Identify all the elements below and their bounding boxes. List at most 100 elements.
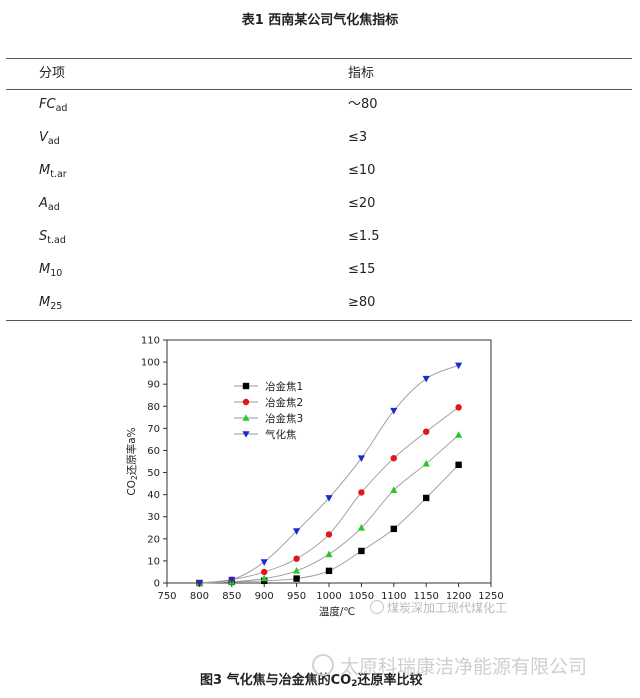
row-value: ≤20 — [348, 196, 376, 211]
data-point — [423, 494, 430, 502]
x-axis-label: 温度/℃ — [319, 605, 355, 618]
table-bottom-rule — [6, 320, 632, 321]
table-row: Mt.ar ≤10 — [6, 155, 632, 187]
data-point — [422, 459, 430, 467]
x-tick-label: 900 — [255, 591, 274, 602]
y-tick-label: 20 — [147, 534, 160, 545]
data-point — [390, 454, 397, 462]
wechat-icon — [370, 600, 384, 614]
y-tick-label: 40 — [147, 490, 160, 501]
data-point — [422, 375, 430, 383]
reduction-rate-chart: 750 800 850 900 950 1000 1050 1100 1150 1200 12500… — [125, 336, 504, 619]
data-point — [455, 362, 463, 370]
y-tick-label: 30 — [147, 512, 160, 523]
figure-caption: 图3 气化焦与冶金焦的CO2还原率比较 — [200, 673, 423, 689]
table-row: St.ad ≤1.5 — [6, 221, 632, 253]
table-title: 表1 西南某公司气化焦指标 — [241, 13, 399, 28]
data-point — [325, 550, 333, 558]
header-value: 指标 — [348, 66, 375, 81]
y-tick-label: 100 — [141, 358, 160, 369]
series-line — [199, 364, 459, 584]
row-value: ≤10 — [348, 163, 376, 178]
data-point — [293, 528, 301, 535]
data-point — [293, 575, 300, 582]
data-point — [228, 576, 236, 584]
y-tick-label: 90 — [147, 380, 160, 391]
legend-label: 冶金焦1 — [265, 380, 303, 393]
row-value: ≥80 — [348, 295, 376, 310]
row-value: ≤15 — [348, 262, 376, 277]
plot-frame — [166, 339, 492, 584]
series-line — [199, 434, 459, 584]
legend-marker — [242, 382, 250, 390]
row-value: ≤1.5 — [348, 229, 380, 244]
row-item: Vad — [39, 130, 60, 147]
data-point — [195, 580, 203, 587]
x-tick-label: 1200 — [446, 591, 471, 602]
watermark-text-1: 煤炭深加工现代煤化工 — [370, 599, 507, 616]
x-tick-label: 1000 — [316, 591, 341, 602]
y-tick-label: 10 — [147, 556, 160, 567]
data-point — [293, 567, 301, 574]
x-tick-label: 850 — [222, 591, 241, 602]
data-point — [455, 431, 463, 438]
data-point — [390, 525, 397, 533]
table-header-rule — [6, 89, 632, 90]
table-row: M25 ≥80 — [6, 287, 632, 319]
y-tick-label: 50 — [147, 468, 160, 479]
y-tick-label: 110 — [141, 336, 160, 347]
table-row: FCad ～80 — [6, 89, 632, 121]
y-tick-label: 0 — [154, 579, 160, 590]
row-item: St.ad — [39, 229, 66, 246]
x-tick-label: 1150 — [413, 591, 438, 602]
data-point — [325, 495, 333, 502]
y-tick-label: 60 — [147, 446, 160, 457]
legend-label: 冶金焦2 — [265, 396, 303, 409]
x-tick-label: 800 — [190, 591, 209, 602]
data-point — [455, 404, 462, 411]
x-tick-label: 1250 — [478, 591, 503, 602]
data-point — [455, 461, 462, 469]
data-point — [423, 428, 430, 435]
data-point — [358, 547, 365, 555]
row-value: ≤3 — [348, 130, 368, 145]
data-point — [261, 568, 268, 576]
data-point — [293, 555, 300, 562]
y-axis-label: CO2还原率a% — [125, 427, 139, 495]
data-point — [325, 531, 333, 538]
y-tick-label: 80 — [147, 402, 160, 413]
series-line — [199, 464, 459, 584]
wechat-icon — [312, 654, 334, 676]
row-item: M10 — [39, 262, 63, 279]
x-tick-label: 750 — [157, 591, 176, 602]
row-value: ～80 — [348, 97, 378, 112]
row-item: FCad — [39, 97, 68, 114]
legend-label: 气化焦 — [265, 428, 297, 441]
legend-marker — [242, 398, 250, 406]
table-row: M10 ≤15 — [6, 254, 632, 286]
legend-marker — [242, 414, 250, 421]
data-point — [357, 455, 365, 462]
data-point — [390, 486, 398, 494]
x-tick-label: 950 — [287, 591, 306, 602]
watermark-text-2: 太原科瑞康洁净能源有限公司 — [312, 652, 587, 679]
y-tick-label: 70 — [147, 424, 160, 435]
table-row: Vad ≤3 — [6, 122, 632, 154]
data-point — [260, 559, 268, 566]
table-header-row: 分项 指标 — [6, 58, 632, 90]
x-tick-label: 1050 — [349, 591, 374, 602]
x-tick-label: 1100 — [381, 591, 406, 602]
legend-marker — [242, 431, 250, 438]
row-item: Aad — [39, 196, 60, 213]
data-point — [358, 489, 365, 496]
legend-label: 冶金焦3 — [265, 412, 303, 425]
data-point — [357, 523, 365, 531]
row-item: M25 — [39, 295, 63, 312]
header-item: 分项 — [39, 66, 66, 81]
table-row: Aad ≤20 — [6, 188, 632, 220]
table-top-rule — [6, 58, 632, 59]
data-point — [390, 407, 398, 415]
data-point — [325, 567, 333, 575]
data-point — [260, 574, 268, 582]
row-item: Mt.ar — [39, 163, 67, 180]
